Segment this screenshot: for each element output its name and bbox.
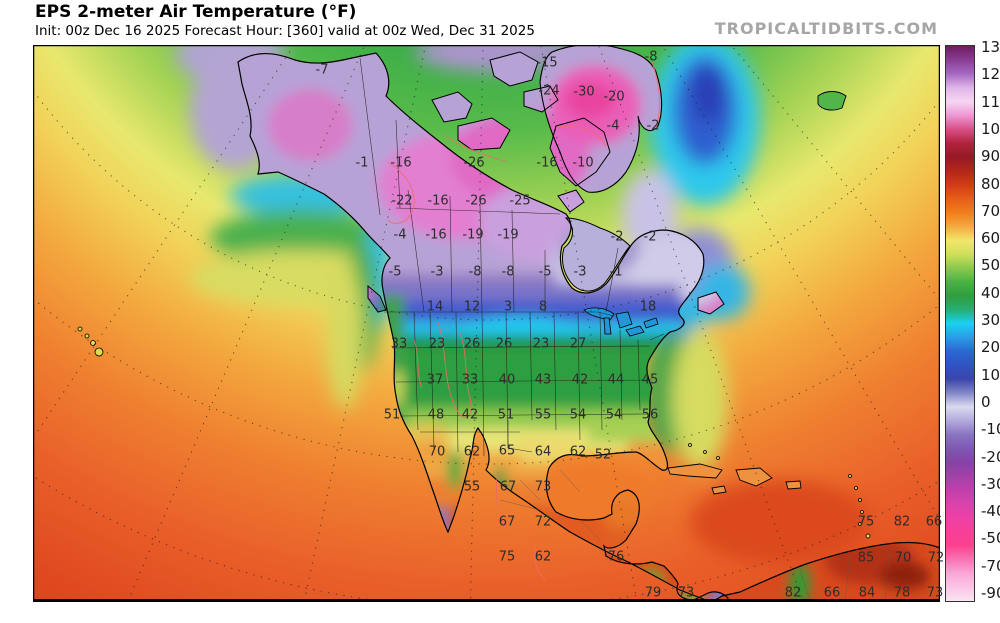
colorbar-tick-label: 10 (981, 365, 1000, 384)
colorbar-tick-label: 100 (981, 119, 1000, 138)
colorbar-tick-label: -10 (981, 420, 1000, 439)
colorbar-tick-label: 0 (981, 392, 991, 411)
temperature-colorbar (945, 45, 975, 602)
temperature-map: -7 -15 -8 -24 -30 -20 -4 -2 -1 -16 -26 -16 -10 -22 -16… (33, 45, 944, 602)
page-title: EPS 2-meter Air Temperature (°F) (35, 2, 357, 22)
colorbar-tick-label: -30 (981, 474, 1000, 493)
colorbar-labels: 1301201101009080706050403020100-10-20-30… (981, 38, 1000, 602)
colorbar-tick-label: -90 (981, 584, 1000, 602)
forecast-init-info: Init: 00z Dec 16 2025 Forecast Hour: [36… (35, 23, 535, 39)
colorbar-tick-label: 70 (981, 201, 1000, 220)
colorbar-tick-label: 90 (981, 147, 1000, 166)
colorbar-tick-label: 130 (981, 38, 1000, 56)
colorbar-tick-label: 60 (981, 229, 1000, 248)
colorbar-tick-label: 80 (981, 174, 1000, 193)
colorbar-tick-label: 120 (981, 65, 1000, 84)
colorbar-tick-label: 50 (981, 256, 1000, 275)
colorbar-tick-label: -50 (981, 529, 1000, 548)
site-watermark: TROPICALTIDBITS.COM (714, 19, 938, 38)
colorbar-tick-label: 30 (981, 311, 1000, 329)
colorbar-tick-label: -20 (981, 447, 1000, 466)
map-graphic (33, 45, 940, 602)
colorbar-tick-label: 40 (981, 283, 1000, 302)
colorbar-tick-label: 110 (981, 92, 1000, 111)
colorbar-tick-label: 20 (981, 338, 1000, 357)
colorbar-tick-label: -70 (981, 556, 1000, 575)
colorbar-tick-label: -40 (981, 502, 1000, 521)
